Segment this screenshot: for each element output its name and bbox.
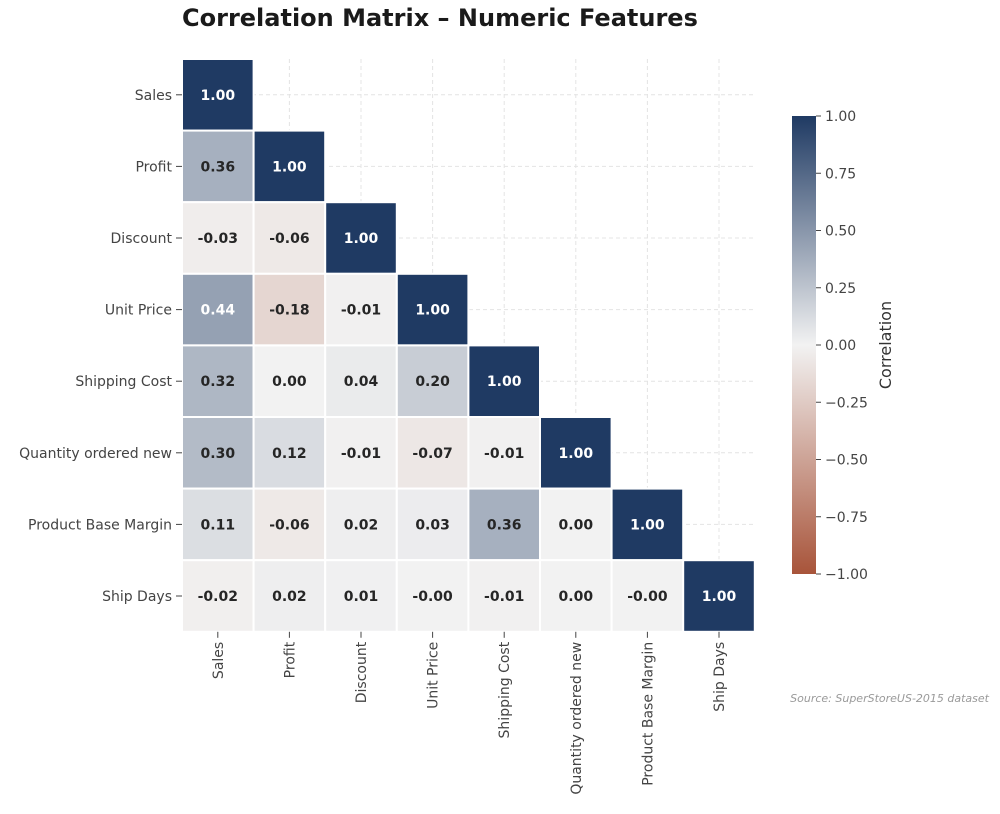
cell-value-label: -0.01 <box>484 446 524 462</box>
source-note: Source: SuperStoreUS-2015 dataset <box>790 692 989 705</box>
cell-value-label: 0.30 <box>201 446 236 462</box>
heatmap-cell <box>539 559 613 633</box>
colorbar-tick-label: 0.25 <box>825 281 856 297</box>
colorbar-tick-label: −0.50 <box>825 453 868 469</box>
cell-value-label: -0.03 <box>198 231 238 247</box>
cell-value-label: -0.06 <box>269 517 309 533</box>
cell-value-label: -0.00 <box>412 589 453 605</box>
heatmap-cell <box>324 487 398 562</box>
x-axis-labels: Sales Profit Discount Unit Price Shipping Co… <box>211 631 728 795</box>
cell-value-label: 0.11 <box>201 517 236 533</box>
x-tick-label: Quantity ordered new <box>569 642 585 795</box>
y-tick-label: Discount <box>111 231 173 247</box>
colorbar-tick-label: 0.50 <box>825 224 856 240</box>
heatmap-cell <box>610 559 685 633</box>
heatmap-cell <box>181 416 255 490</box>
heatmap-cell <box>324 272 398 347</box>
colorbar-gradient <box>792 116 816 574</box>
heatmap-cell <box>467 416 541 490</box>
cell-value-label: 1.00 <box>201 88 236 104</box>
y-tick-label: Shipping Cost <box>75 374 172 390</box>
cell-value-label: -0.01 <box>484 589 524 605</box>
cell-value-label: 0.36 <box>487 517 522 533</box>
heatmap-cell <box>324 559 398 633</box>
heatmap-cell <box>395 272 470 347</box>
cell-value-label: 0.00 <box>559 517 594 533</box>
heatmap-cell <box>252 487 327 562</box>
cell-value-label: 1.00 <box>344 231 379 247</box>
y-tick-label: Unit Price <box>105 303 172 319</box>
cell-value-label: 0.02 <box>344 517 379 533</box>
x-tick-label: Discount <box>354 641 370 703</box>
cell-value-label: -0.07 <box>412 446 452 462</box>
cell-value-label: -0.01 <box>341 303 381 319</box>
heatmap-cell <box>467 344 541 418</box>
cell-value-label: 0.00 <box>559 589 594 605</box>
cell-value-label: 1.00 <box>702 589 737 605</box>
cell-value-label: 1.00 <box>272 159 307 175</box>
cell-value-label: 0.04 <box>344 374 379 390</box>
colorbar: 1.00 0.75 0.50 0.25 0.00 −0.25 −0.50 −0.75 −1.00… <box>792 109 895 583</box>
colorbar-tick-label: 1.00 <box>825 109 856 125</box>
cell-value-label: -0.02 <box>198 589 238 605</box>
y-tick-label: Sales <box>135 88 172 104</box>
heatmap-cell <box>610 487 685 562</box>
cell-value-label: 0.01 <box>344 589 379 605</box>
colorbar-tick-label: 0.75 <box>825 166 856 182</box>
heatmap-cell <box>395 416 470 490</box>
x-tick-label: Profit <box>282 641 298 678</box>
cell-value-label: -0.01 <box>341 446 381 462</box>
colorbar-tick-label: −0.75 <box>825 510 868 526</box>
heatmap-cell <box>467 487 541 562</box>
heatmap-cell <box>181 559 255 633</box>
cell-value-label: 1.00 <box>487 374 522 390</box>
heatmap-cell <box>181 272 255 347</box>
x-tick-label: Ship Days <box>712 642 728 712</box>
cell-value-label: -0.00 <box>627 589 668 605</box>
heatmap-cell <box>324 416 398 490</box>
heatmap-cell <box>395 559 470 633</box>
x-tick-label: Shipping Cost <box>497 641 513 738</box>
cell-value-label: 0.36 <box>201 159 236 175</box>
y-tick-label: Quantity ordered new <box>19 446 172 462</box>
colorbar-tick-label: 0.00 <box>825 338 856 354</box>
cell-value-label: 0.12 <box>272 446 307 462</box>
cell-value-label: 0.20 <box>415 374 450 390</box>
cell-value-label: 0.32 <box>201 374 236 390</box>
x-tick-label: Unit Price <box>426 642 442 709</box>
cell-value-label: 0.03 <box>415 517 450 533</box>
cell-value-label: -0.06 <box>269 231 309 247</box>
x-tick-label: Sales <box>211 642 227 679</box>
heatmap-cell <box>252 272 327 347</box>
colorbar-label: Correlation <box>876 301 895 389</box>
chart-title: Correlation Matrix – Numeric Features <box>182 4 698 32</box>
colorbar-tick-label: −0.25 <box>825 395 868 411</box>
cell-value-label: 0.44 <box>201 303 236 319</box>
colorbar-tick-label: −1.00 <box>825 567 868 583</box>
cell-value-label: -0.18 <box>269 303 309 319</box>
y-tick-label: Product Base Margin <box>28 517 172 533</box>
heatmap-cell <box>682 559 756 633</box>
cell-value-label: 1.00 <box>559 446 594 462</box>
cell-value-label: 0.00 <box>272 374 307 390</box>
heatmap-cell <box>324 344 398 418</box>
y-tick-label: Profit <box>135 159 172 175</box>
heatmap-cells: 1.00 0.36 1.00 -0.03 -0.06 1.00 0.44 -0.18 -0.01… <box>181 58 756 633</box>
cell-value-label: 1.00 <box>415 303 450 319</box>
x-tick-label: Product Base Margin <box>640 642 656 786</box>
y-tick-label: Ship Days <box>102 589 172 605</box>
cell-value-label: 0.02 <box>272 589 307 605</box>
cell-value-label: 1.00 <box>630 517 665 533</box>
heatmap-cell <box>324 201 398 275</box>
y-axis-labels: Sales Profit Discount Unit Price Shipping Co… <box>19 88 182 605</box>
